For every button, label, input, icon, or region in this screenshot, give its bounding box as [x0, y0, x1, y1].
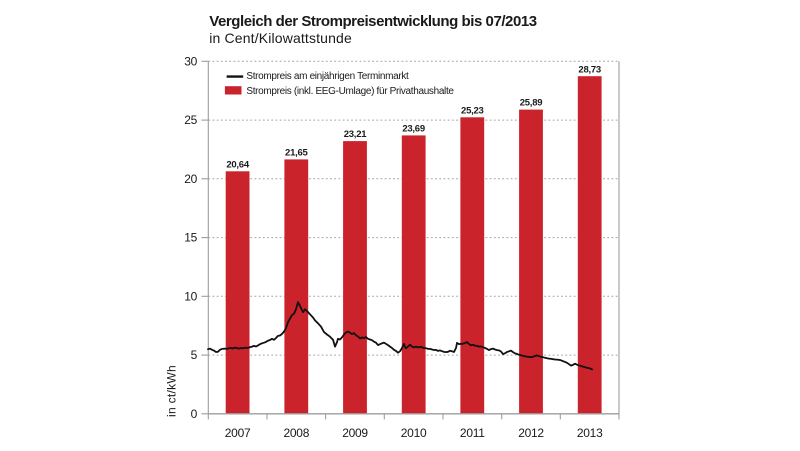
svg-text:2011: 2011 — [460, 426, 485, 440]
svg-text:0: 0 — [191, 407, 198, 421]
svg-text:25,89: 25,89 — [520, 98, 543, 109]
svg-text:2012: 2012 — [518, 426, 544, 440]
svg-text:25: 25 — [184, 113, 197, 127]
svg-text:5: 5 — [191, 348, 198, 362]
svg-text:10: 10 — [184, 289, 197, 303]
svg-text:Strompreis (inkl. EEG-Umlage): Strompreis (inkl. EEG-Umlage) für Privat… — [246, 86, 454, 97]
svg-text:28,73: 28,73 — [578, 64, 601, 75]
svg-text:2013: 2013 — [577, 426, 603, 440]
svg-text:in Cent/Kilowattstunde: in Cent/Kilowattstunde — [209, 30, 352, 46]
svg-text:20,64: 20,64 — [226, 159, 249, 170]
svg-text:30: 30 — [184, 54, 197, 68]
svg-text:2008: 2008 — [283, 426, 309, 440]
svg-text:15: 15 — [184, 231, 197, 245]
svg-text:20: 20 — [184, 172, 197, 186]
svg-text:Strompreis am einjährigen Term: Strompreis am einjährigen Terminmarkt — [246, 71, 409, 82]
svg-text:Vergleich der Strompreisentwic: Vergleich der Strompreisentwicklung bis … — [209, 13, 536, 30]
svg-text:2010: 2010 — [401, 426, 427, 440]
svg-text:23,69: 23,69 — [402, 124, 425, 135]
svg-text:23,21: 23,21 — [344, 129, 367, 140]
svg-text:2009: 2009 — [342, 426, 368, 440]
svg-text:2007: 2007 — [225, 426, 251, 440]
svg-text:21,65: 21,65 — [285, 148, 308, 159]
svg-text:in ct/kWh: in ct/kWh — [165, 365, 179, 417]
svg-text:25,23: 25,23 — [461, 105, 484, 116]
